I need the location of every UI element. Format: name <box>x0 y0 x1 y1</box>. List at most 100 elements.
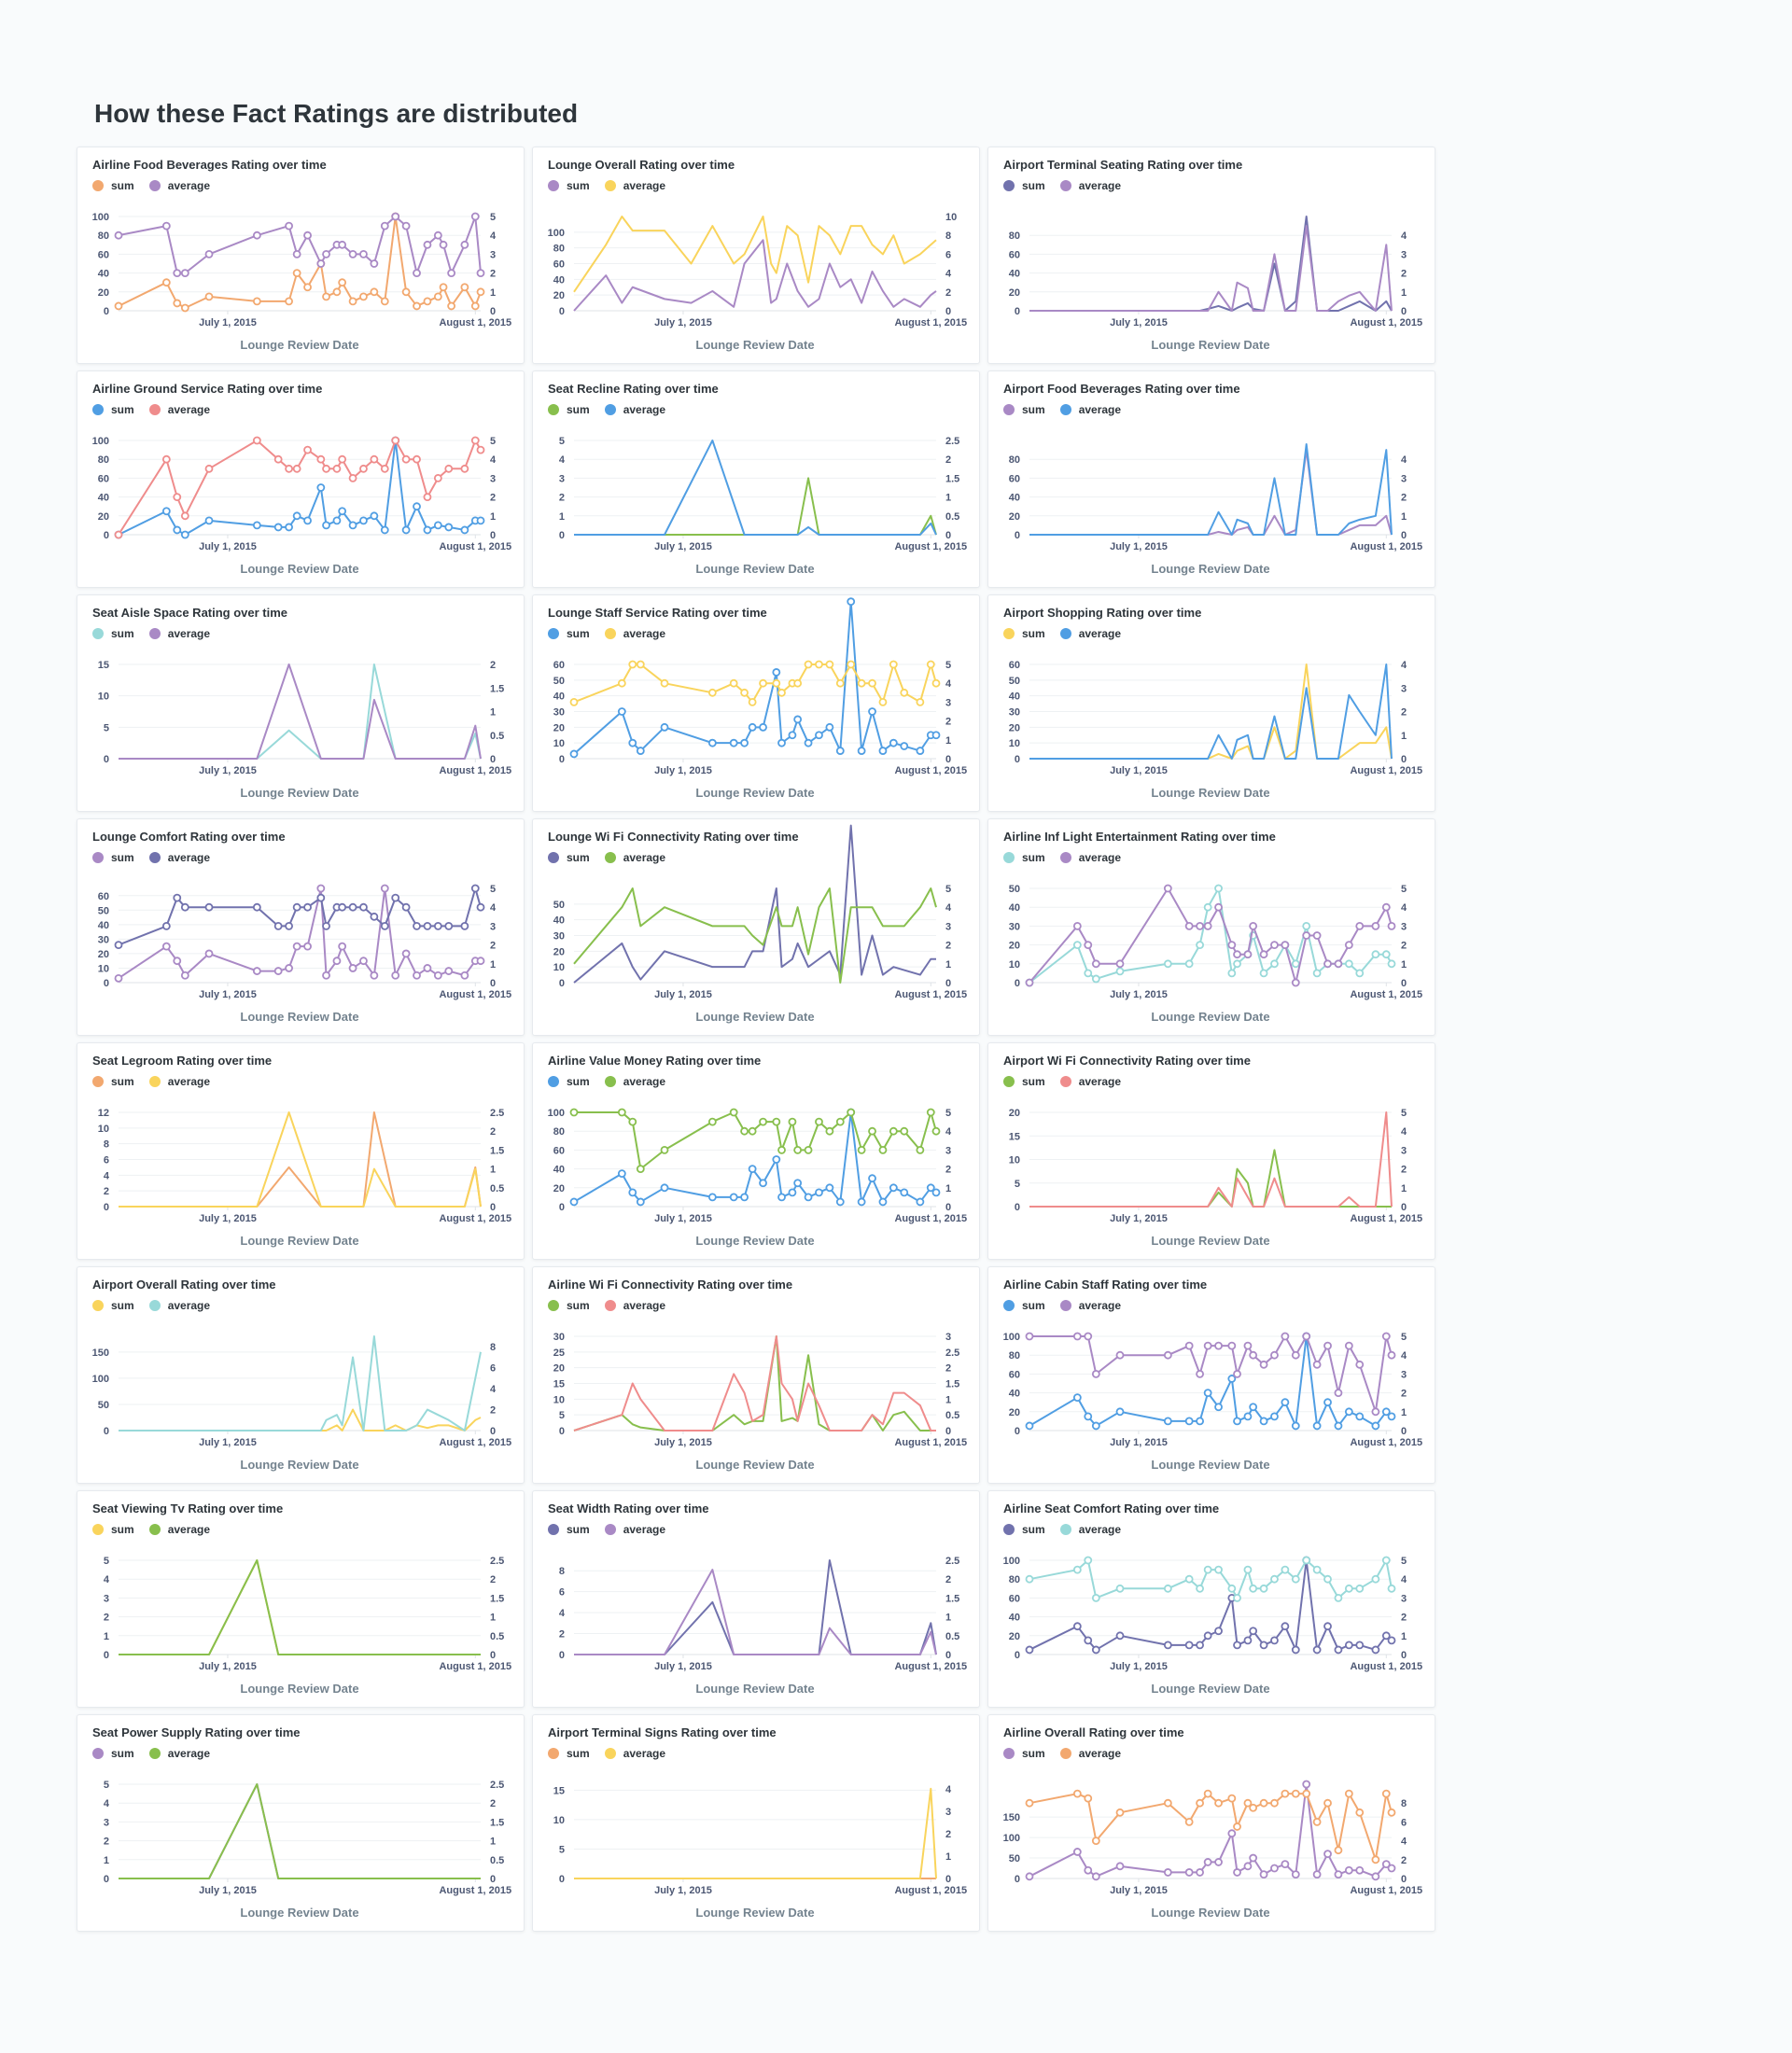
data-point[interactable] <box>759 1117 767 1126</box>
data-point[interactable] <box>628 1188 637 1197</box>
data-point[interactable] <box>804 660 813 669</box>
data-point[interactable] <box>1323 1574 1332 1584</box>
data-point[interactable] <box>460 240 469 249</box>
data-point[interactable] <box>359 902 368 912</box>
line-chart[interactable]: 0 20 40 60 80 0 1 2 3 4 July 1, 2015 August 1, 2015… <box>988 147 1435 364</box>
data-point[interactable] <box>804 1193 813 1202</box>
data-point[interactable] <box>423 493 432 502</box>
series-line-sum[interactable] <box>1029 449 1393 536</box>
data-point[interactable] <box>660 722 669 732</box>
data-point[interactable] <box>1233 1868 1241 1877</box>
data-point[interactable] <box>1387 1864 1396 1873</box>
data-point[interactable] <box>1233 959 1241 969</box>
data-point[interactable] <box>636 747 645 755</box>
data-point[interactable] <box>1291 959 1300 969</box>
data-point[interactable] <box>1344 1789 1353 1798</box>
data-point[interactable] <box>370 971 379 980</box>
legend-item-average[interactable]: average <box>1059 1747 1121 1760</box>
data-point[interactable] <box>1344 1584 1353 1593</box>
data-point[interactable] <box>180 902 189 912</box>
data-point[interactable] <box>847 1108 856 1117</box>
chart-title[interactable]: Airport Terminal Seating Rating over tim… <box>1003 158 1243 172</box>
data-point[interactable] <box>1302 931 1311 940</box>
data-point[interactable] <box>1270 941 1279 950</box>
data-point[interactable] <box>1259 1870 1268 1879</box>
data-point[interactable] <box>1312 1421 1322 1431</box>
data-point[interactable] <box>1203 1565 1212 1574</box>
data-point[interactable] <box>707 688 717 697</box>
data-point[interactable] <box>470 301 480 311</box>
data-point[interactable] <box>359 957 368 966</box>
data-point[interactable] <box>348 297 357 306</box>
data-point[interactable] <box>292 269 301 278</box>
data-point[interactable] <box>316 893 326 902</box>
data-point[interactable] <box>1233 1417 1241 1426</box>
data-point[interactable] <box>460 525 469 535</box>
data-point[interactable] <box>359 464 368 473</box>
chart-title[interactable]: Airport Terminal Signs Rating over time <box>548 1725 777 1739</box>
data-point[interactable] <box>1371 1855 1380 1864</box>
data-point[interactable] <box>1084 1636 1093 1645</box>
data-point[interactable] <box>460 283 469 292</box>
data-point[interactable] <box>114 530 123 539</box>
data-point[interactable] <box>370 287 379 297</box>
data-point[interactable] <box>636 660 645 669</box>
data-point[interactable] <box>316 259 326 268</box>
chart-card[interactable]: Airport Overall Rating over time sum avera… <box>77 1266 525 1484</box>
legend-item-average[interactable]: average <box>148 851 210 864</box>
data-point[interactable] <box>444 922 454 930</box>
data-point[interactable] <box>847 660 856 669</box>
data-point[interactable] <box>788 1117 797 1126</box>
data-point[interactable] <box>759 722 767 732</box>
legend-item-average[interactable]: average <box>1059 179 1121 192</box>
data-point[interactable] <box>1259 1360 1268 1369</box>
data-point[interactable] <box>660 1146 669 1154</box>
data-point[interactable] <box>1381 1789 1391 1798</box>
data-point[interactable] <box>316 483 326 492</box>
legend-item-average[interactable]: average <box>604 1523 665 1536</box>
data-point[interactable] <box>180 269 189 278</box>
data-point[interactable] <box>322 521 330 530</box>
data-point[interactable] <box>413 454 421 464</box>
legend-item-average[interactable]: average <box>1059 627 1121 640</box>
data-point[interactable] <box>1115 1808 1125 1817</box>
data-point[interactable] <box>1203 922 1212 930</box>
chart-title[interactable]: Airline Wi Fi Connectivity Rating over t… <box>548 1278 793 1292</box>
data-point[interactable] <box>825 1183 834 1193</box>
data-point[interactable] <box>759 678 767 688</box>
data-point[interactable] <box>1302 1780 1311 1789</box>
chart-card[interactable]: Seat Power Supply Rating over time sum ave… <box>77 1714 525 1932</box>
legend-item-sum[interactable]: sum <box>1003 627 1045 640</box>
data-point[interactable] <box>660 1183 669 1193</box>
data-point[interactable] <box>1381 1556 1391 1565</box>
data-point[interactable] <box>740 688 749 697</box>
line-chart[interactable]: 0 20 40 60 80 0 1 2 3 4 July 1, 2015 August 1, 2015… <box>988 371 1435 588</box>
data-point[interactable] <box>729 1193 738 1202</box>
data-point[interactable] <box>1281 1860 1290 1869</box>
legend-item-sum[interactable]: sum <box>92 1523 134 1536</box>
data-point[interactable] <box>316 454 326 464</box>
chart-title[interactable]: Seat Width Rating over time <box>548 1501 709 1515</box>
line-chart[interactable]: 0 1 2 3 4 5 0 0.5 1 1.5 2 2.5 July 1, 2015 August 1, … <box>533 371 980 588</box>
data-point[interactable] <box>1371 1574 1380 1584</box>
series-line-average[interactable] <box>1029 225 1393 312</box>
data-point[interactable] <box>1291 1574 1300 1584</box>
data-point[interactable] <box>1302 1789 1311 1798</box>
data-point[interactable] <box>303 230 312 240</box>
data-point[interactable] <box>161 454 171 464</box>
legend-item-sum[interactable]: sum <box>1003 1299 1045 1312</box>
data-point[interactable] <box>1344 1407 1353 1417</box>
data-point[interactable] <box>1323 1398 1332 1407</box>
data-point[interactable] <box>1163 1868 1172 1877</box>
data-point[interactable] <box>1163 1641 1172 1650</box>
series-line-average[interactable] <box>118 887 482 946</box>
data-point[interactable] <box>1381 902 1391 912</box>
data-point[interactable] <box>413 301 421 311</box>
data-point[interactable] <box>1259 1417 1268 1426</box>
data-point[interactable] <box>1214 1403 1223 1412</box>
chart-card[interactable]: Airline Ground Service Rating over time s… <box>77 370 525 588</box>
data-point[interactable] <box>835 1117 845 1126</box>
data-point[interactable] <box>857 747 866 755</box>
series-line-sum[interactable] <box>119 1783 481 1879</box>
data-point[interactable] <box>1371 1407 1380 1417</box>
